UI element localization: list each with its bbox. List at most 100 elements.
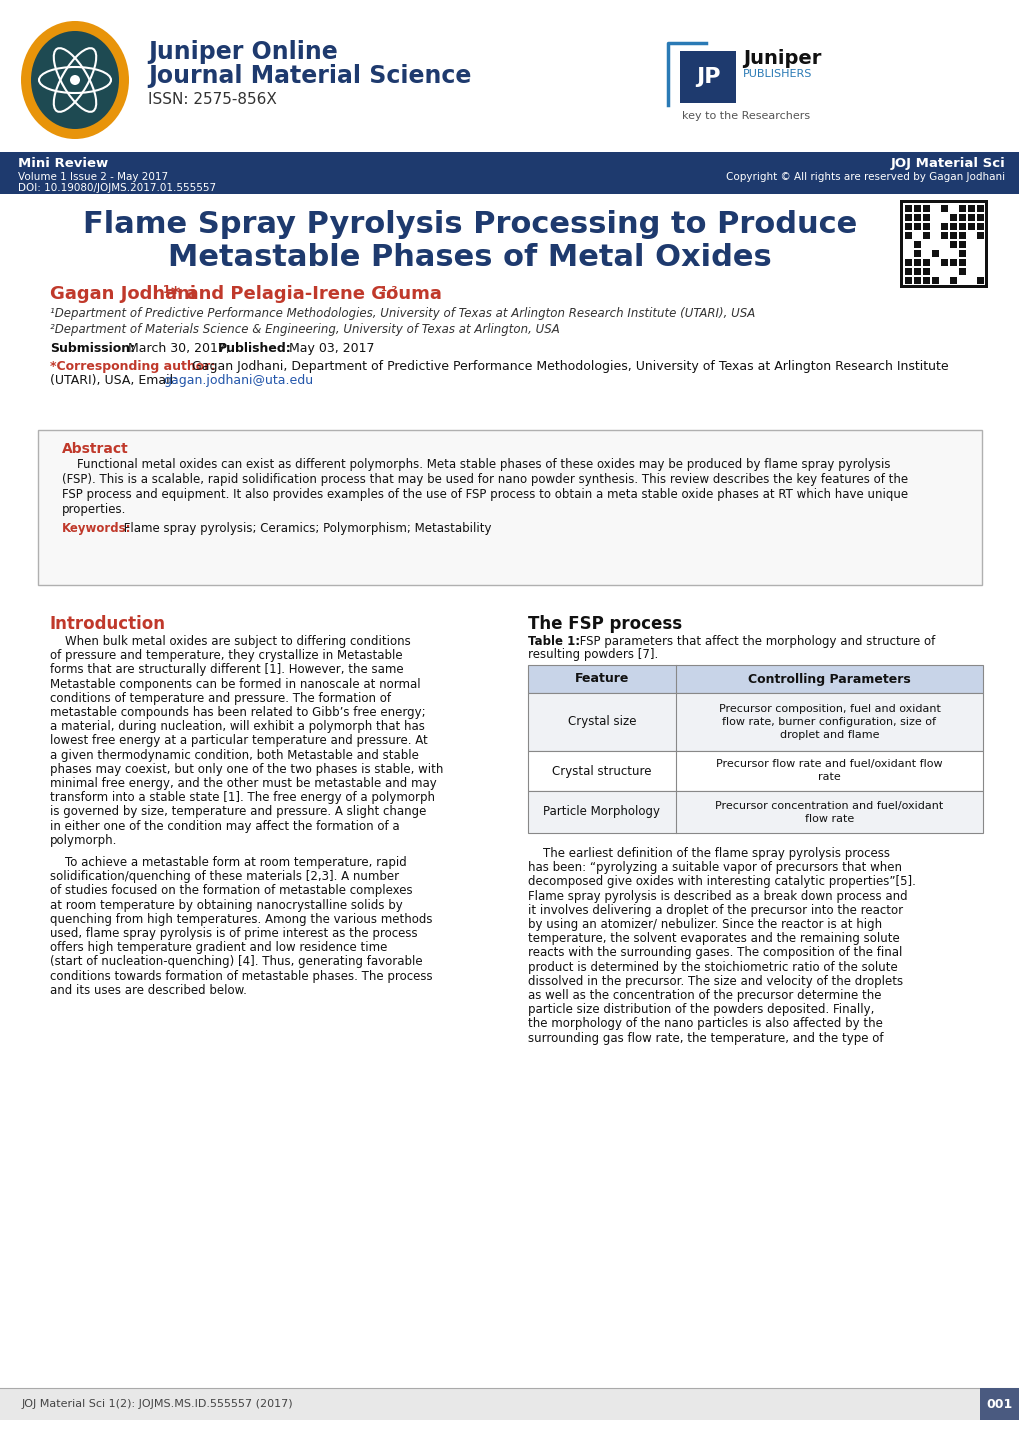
Text: PUBLISHERS: PUBLISHERS (742, 69, 811, 79)
Text: is governed by size, temperature and pressure. A slight change: is governed by size, temperature and pre… (50, 806, 426, 819)
Bar (922, 268, 929, 275)
Text: ¹Department of Predictive Performance Methodologies, University of Texas at Arli: ¹Department of Predictive Performance Me… (50, 307, 754, 320)
Text: Copyright © All rights are reserved by Gagan Jodhani: Copyright © All rights are reserved by G… (726, 172, 1004, 182)
Bar (976, 213, 983, 221)
Text: Functional metal oxides can exist as different polymorphs. Meta stable phases of: Functional metal oxides can exist as dif… (62, 459, 890, 472)
Text: JOJ Material Sci 1(2): JOJMS.MS.ID.555557 (2017): JOJ Material Sci 1(2): JOJMS.MS.ID.55555… (22, 1399, 293, 1409)
Bar (922, 224, 929, 231)
Bar (931, 249, 938, 257)
Text: FSP parameters that affect the morphology and structure of: FSP parameters that affect the morpholog… (576, 634, 934, 647)
Text: Juniper: Juniper (742, 49, 820, 68)
Bar (528, 694, 982, 751)
Bar (949, 224, 956, 231)
Text: transform into a stable state [1]. The free energy of a polymorph: transform into a stable state [1]. The f… (50, 792, 434, 805)
Text: Controlling Parameters: Controlling Parameters (747, 672, 910, 685)
Bar (913, 241, 920, 248)
Bar (904, 224, 911, 231)
Bar (949, 232, 956, 239)
Text: used, flame spray pyrolysis is of prime interest as the process: used, flame spray pyrolysis is of prime … (50, 927, 417, 940)
Text: ¹* and Pelagia-Irene Gouma: ¹* and Pelagia-Irene Gouma (163, 286, 441, 303)
Bar (958, 260, 965, 265)
Bar (528, 792, 982, 833)
Bar (931, 277, 938, 284)
Text: Precursor composition, fuel and oxidant: Precursor composition, fuel and oxidant (717, 704, 940, 714)
Bar (958, 213, 965, 221)
Bar (967, 224, 974, 231)
Bar (967, 205, 974, 212)
Text: Flame spray pyrolysis; Ceramics; Polymorphism; Metastability: Flame spray pyrolysis; Ceramics; Polymor… (120, 522, 491, 535)
Text: solidification/quenching of these materials [2,3]. A number: solidification/quenching of these materi… (50, 870, 398, 883)
Text: Precursor flow rate and fuel/oxidant flow: Precursor flow rate and fuel/oxidant flo… (715, 760, 942, 770)
Text: phases may coexist, but only one of the two phases is stable, with: phases may coexist, but only one of the … (50, 763, 443, 776)
Text: Feature: Feature (575, 672, 629, 685)
Bar (899, 200, 987, 288)
Bar (0, 151, 1019, 195)
Text: DOI: 10.19080/JOJMS.2017.01.555557: DOI: 10.19080/JOJMS.2017.01.555557 (18, 183, 216, 193)
Text: product is determined by the stoichiometric ratio of the solute: product is determined by the stoichiomet… (528, 960, 897, 973)
Text: The FSP process: The FSP process (528, 614, 682, 633)
Circle shape (70, 75, 79, 85)
Text: Flame Spray Pyrolysis Processing to Produce: Flame Spray Pyrolysis Processing to Prod… (83, 211, 856, 239)
Text: temperature, the solvent evaporates and the remaining solute: temperature, the solvent evaporates and … (528, 932, 899, 945)
Text: a given thermodynamic condition, both Metastable and stable: a given thermodynamic condition, both Me… (50, 748, 419, 761)
Bar (904, 205, 911, 212)
Text: it involves delivering a droplet of the precursor into the reactor: it involves delivering a droplet of the … (528, 904, 902, 917)
Text: Journal Material Science: Journal Material Science (148, 63, 471, 88)
Text: and its uses are described below.: and its uses are described below. (50, 983, 247, 996)
Bar (680, 50, 736, 102)
Bar (949, 277, 956, 284)
Text: conditions of temperature and pressure. The formation of: conditions of temperature and pressure. … (50, 692, 390, 705)
Text: Juniper Online: Juniper Online (148, 40, 337, 63)
Bar (976, 232, 983, 239)
Bar (949, 213, 956, 221)
Text: March 30, 2017;: March 30, 2017; (124, 342, 234, 355)
Bar (979, 1389, 1019, 1420)
Text: Mini Review: Mini Review (18, 157, 108, 170)
Bar (949, 241, 956, 248)
Text: Metastable Phases of Metal Oxides: Metastable Phases of Metal Oxides (168, 244, 771, 273)
Text: in either one of the condition may affect the formation of a: in either one of the condition may affec… (50, 819, 399, 832)
Text: To achieve a metastable form at room temperature, rapid: To achieve a metastable form at room tem… (50, 857, 407, 870)
Text: *Corresponding author:: *Corresponding author: (50, 360, 215, 373)
Text: of studies focused on the formation of metastable complexes: of studies focused on the formation of m… (50, 884, 413, 897)
Bar (941, 232, 947, 239)
Bar (941, 205, 947, 212)
Text: ISSN: 2575-856X: ISSN: 2575-856X (148, 92, 276, 107)
Text: forms that are structurally different [1]. However, the same: forms that are structurally different [1… (50, 663, 404, 676)
Bar (922, 205, 929, 212)
Text: Table 1:: Table 1: (528, 634, 580, 647)
Bar (0, 1389, 1019, 1420)
Bar (958, 205, 965, 212)
Text: Metastable components can be formed in nanoscale at normal: Metastable components can be formed in n… (50, 678, 420, 691)
Text: Gagan Jodhani, Department of Predictive Performance Methodologies, University of: Gagan Jodhani, Department of Predictive … (187, 360, 948, 373)
Bar (967, 213, 974, 221)
Bar (904, 213, 911, 221)
Ellipse shape (31, 30, 119, 128)
Text: Volume 1 Issue 2 - May 2017: Volume 1 Issue 2 - May 2017 (18, 172, 168, 182)
Bar (958, 224, 965, 231)
Text: The earliest definition of the flame spray pyrolysis process: The earliest definition of the flame spr… (528, 846, 890, 859)
Text: dissolved in the precursor. The size and velocity of the droplets: dissolved in the precursor. The size and… (528, 975, 902, 988)
Text: of pressure and temperature, they crystallize in Metastable: of pressure and temperature, they crysta… (50, 649, 403, 662)
Text: (FSP). This is a scalable, rapid solidification process that may be used for nan: (FSP). This is a scalable, rapid solidif… (62, 473, 907, 486)
Bar (958, 241, 965, 248)
Text: Published:: Published: (218, 342, 291, 355)
Text: has been: “pyrolyzing a suitable vapor of precursors that when: has been: “pyrolyzing a suitable vapor o… (528, 861, 901, 874)
Text: quenching from high temperatures. Among the various methods: quenching from high temperatures. Among … (50, 913, 432, 926)
Bar (922, 213, 929, 221)
Text: properties.: properties. (62, 503, 126, 516)
Text: resulting powders [7].: resulting powders [7]. (528, 647, 657, 660)
Text: lowest free energy at a particular temperature and pressure. At: lowest free energy at a particular tempe… (50, 734, 427, 747)
Text: by using an atomizer/ nebulizer. Since the reactor is at high: by using an atomizer/ nebulizer. Since t… (528, 919, 881, 932)
Bar (913, 277, 920, 284)
Text: particle size distribution of the powders deposited. Finally,: particle size distribution of the powder… (528, 1004, 873, 1017)
Ellipse shape (21, 22, 128, 138)
Text: polymorph.: polymorph. (50, 833, 117, 846)
Text: (UTARI), USA, Email:: (UTARI), USA, Email: (50, 373, 181, 386)
Bar (958, 268, 965, 275)
Bar (904, 232, 911, 239)
Bar (904, 268, 911, 275)
Bar (913, 268, 920, 275)
Text: surrounding gas flow rate, the temperature, and the type of: surrounding gas flow rate, the temperatu… (528, 1031, 882, 1044)
Bar (38, 430, 981, 585)
